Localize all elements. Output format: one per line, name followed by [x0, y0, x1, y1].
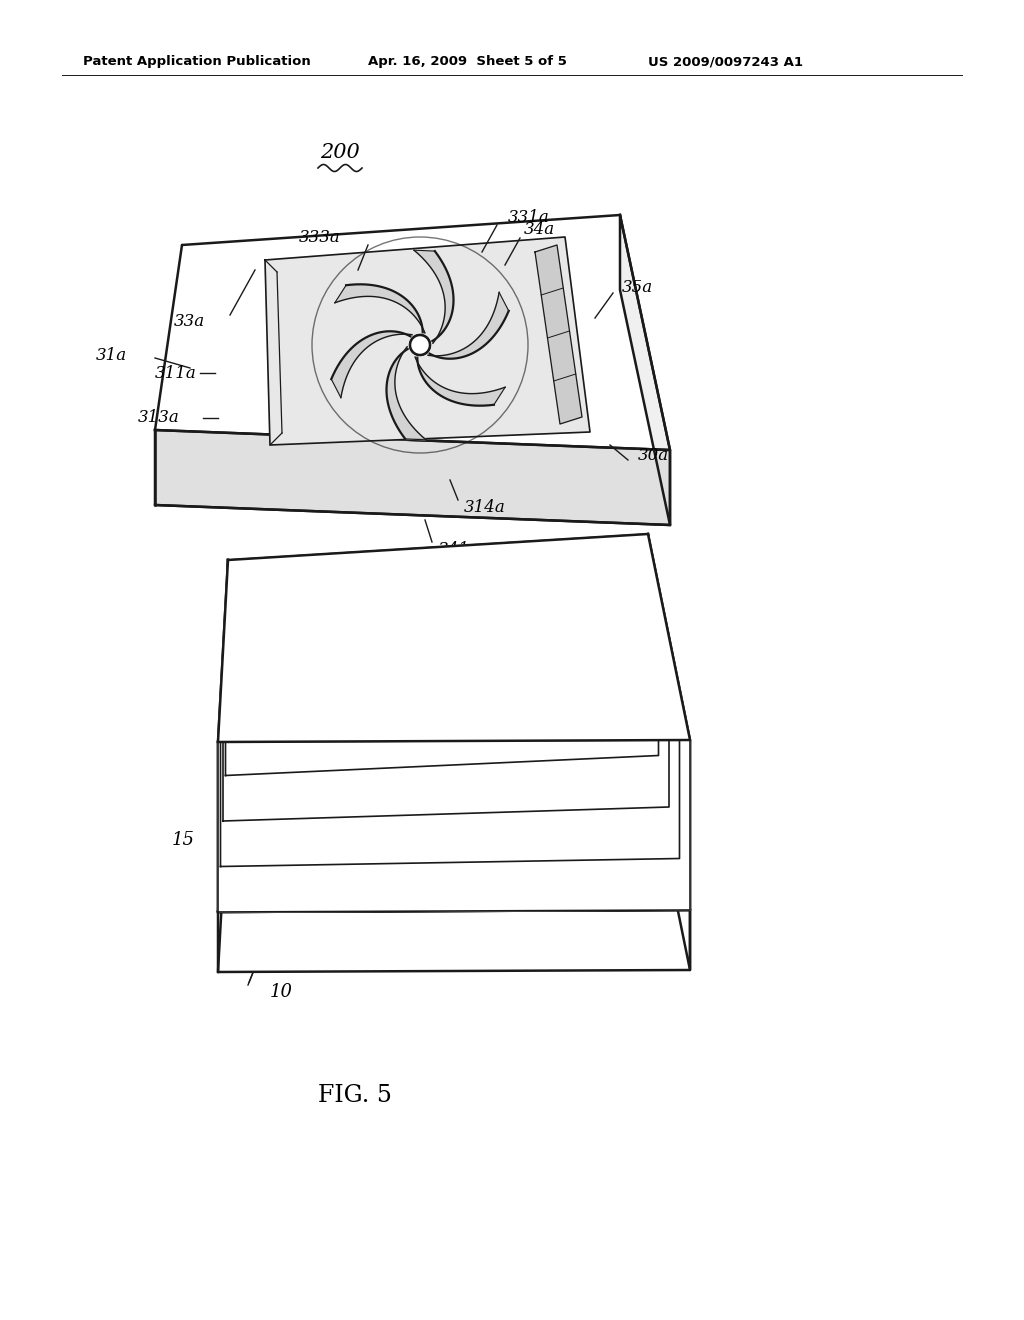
Polygon shape: [578, 537, 587, 709]
Polygon shape: [223, 638, 669, 821]
Polygon shape: [535, 246, 582, 424]
Polygon shape: [508, 543, 516, 713]
Polygon shape: [508, 543, 532, 911]
Polygon shape: [414, 251, 454, 343]
Polygon shape: [218, 704, 690, 912]
Polygon shape: [218, 535, 690, 742]
Polygon shape: [218, 741, 690, 912]
Text: 331a: 331a: [508, 210, 550, 227]
Text: 34a: 34a: [524, 222, 555, 239]
Polygon shape: [218, 560, 228, 912]
Polygon shape: [648, 704, 690, 970]
Text: Patent Application Publication: Patent Application Publication: [83, 55, 310, 69]
Polygon shape: [218, 560, 228, 912]
Polygon shape: [223, 638, 670, 655]
Polygon shape: [368, 550, 377, 721]
Text: 314a: 314a: [464, 499, 506, 516]
Polygon shape: [220, 689, 681, 701]
Polygon shape: [297, 556, 298, 912]
Text: 15: 15: [172, 832, 195, 849]
Polygon shape: [155, 215, 670, 450]
Polygon shape: [335, 284, 425, 333]
Text: 200: 200: [321, 143, 359, 161]
Polygon shape: [225, 586, 658, 776]
Text: 33a: 33a: [174, 314, 205, 330]
Polygon shape: [648, 535, 690, 909]
Polygon shape: [578, 539, 611, 911]
Polygon shape: [620, 215, 670, 525]
Polygon shape: [227, 535, 649, 565]
Polygon shape: [438, 546, 446, 717]
Polygon shape: [220, 689, 680, 866]
Polygon shape: [428, 292, 509, 359]
Text: US 2009/0097243 A1: US 2009/0097243 A1: [648, 55, 803, 69]
Text: Apr. 16, 2009  Sheet 5 of 5: Apr. 16, 2009 Sheet 5 of 5: [368, 55, 567, 69]
Polygon shape: [415, 356, 505, 405]
Text: 10: 10: [270, 983, 293, 1001]
Circle shape: [410, 335, 430, 355]
Text: 30a: 30a: [638, 446, 669, 463]
Polygon shape: [218, 741, 690, 912]
Polygon shape: [648, 535, 690, 909]
Polygon shape: [228, 560, 237, 730]
Polygon shape: [386, 347, 426, 440]
Polygon shape: [298, 556, 306, 726]
Polygon shape: [368, 552, 376, 911]
Text: 311a: 311a: [156, 364, 197, 381]
Polygon shape: [332, 331, 412, 397]
Text: FIG. 5: FIG. 5: [318, 1084, 392, 1106]
Polygon shape: [228, 535, 648, 730]
Polygon shape: [218, 909, 690, 972]
Polygon shape: [155, 430, 670, 525]
Text: 341a: 341a: [438, 541, 480, 558]
Text: 313a: 313a: [138, 409, 180, 426]
Polygon shape: [265, 238, 590, 445]
Text: 333a: 333a: [299, 228, 341, 246]
Polygon shape: [438, 546, 454, 911]
Text: 31a: 31a: [96, 346, 127, 363]
Polygon shape: [225, 586, 659, 610]
Circle shape: [410, 335, 430, 355]
Text: 35a: 35a: [622, 279, 653, 296]
